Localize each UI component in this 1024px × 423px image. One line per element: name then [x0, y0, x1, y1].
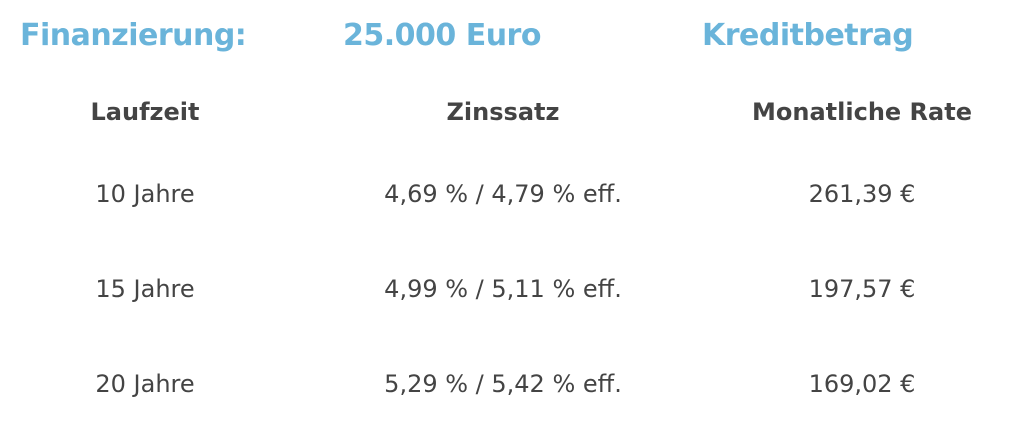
- column-header-interest: Zinssatz: [446, 98, 560, 126]
- rate-cell: 261,39 €: [808, 180, 916, 208]
- interest-cell: 5,29 % / 5,42 % eff.: [384, 370, 622, 398]
- financing-label: Finanzierung:: [20, 18, 247, 53]
- term-cell: 10 Jahre: [95, 180, 195, 208]
- interest-cell: 4,69 % / 4,79 % eff.: [384, 180, 622, 208]
- column-header-term: Laufzeit: [90, 98, 200, 126]
- rate-cell: 169,02 €: [808, 370, 916, 398]
- rate-cell: 197,57 €: [808, 275, 916, 303]
- term-cell: 15 Jahre: [95, 275, 195, 303]
- column-header-monthly-rate: Monatliche Rate: [752, 98, 972, 126]
- interest-cell: 4,99 % / 5,11 % eff.: [384, 275, 622, 303]
- term-cell: 20 Jahre: [95, 370, 195, 398]
- loan-amount: 25.000 Euro: [343, 18, 541, 53]
- loan-type: Kreditbetrag: [702, 18, 914, 53]
